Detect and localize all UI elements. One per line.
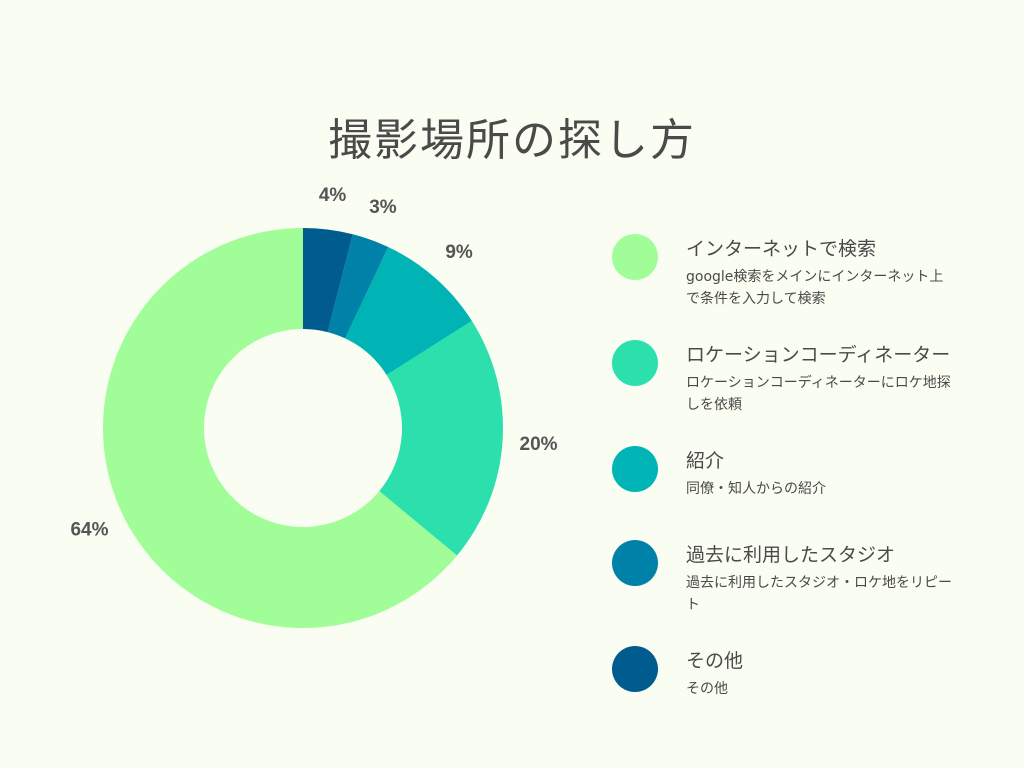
legend-swatch-past-studio — [612, 540, 658, 586]
legend-title-referral: 紹介 — [686, 450, 725, 472]
slice-label-internet: 64% — [70, 519, 108, 540]
slice-referral — [345, 247, 472, 375]
legend-title-coordinator: ロケーションコーディネーター — [686, 344, 951, 366]
slice-coordinator — [379, 320, 503, 556]
legend-swatch-referral — [612, 446, 658, 492]
slice-internet — [102, 228, 458, 629]
legend-desc-other: その他 — [686, 681, 728, 697]
slice-other — [303, 228, 353, 333]
slice-label-referral: 9% — [445, 242, 473, 263]
legend-desc-past-studio: 過去に利用したスタジオ・ロケ地をリピート — [686, 575, 952, 613]
slice-label-coordinator: 20% — [520, 434, 558, 455]
slice-label-other: 4% — [319, 185, 347, 206]
slice-label-past-studio: 3% — [369, 197, 397, 218]
legend-title-past-studio: 過去に利用したスタジオ — [686, 544, 896, 566]
chart-title: 撮影場所の探し方 — [328, 115, 696, 166]
legend-desc-coordinator: ロケーションコーディネーターにロケ地探しを依頼 — [686, 375, 951, 413]
donut-chart: 64% 20% 9% 3% 4% — [70, 185, 558, 629]
legend-swatch-internet — [612, 234, 658, 280]
legend-swatch-coordinator — [612, 340, 658, 386]
legend-desc-internet: google検索をメインにインターネット上で条件を入力して検索 — [686, 269, 944, 307]
legend-title-internet: インターネットで検索 — [686, 238, 877, 260]
slice-past-studio — [327, 234, 389, 339]
legend-title-other: その他 — [686, 650, 744, 672]
legend-desc-referral: 同僚・知人からの紹介 — [686, 481, 826, 497]
legend-swatch-other — [612, 646, 658, 692]
